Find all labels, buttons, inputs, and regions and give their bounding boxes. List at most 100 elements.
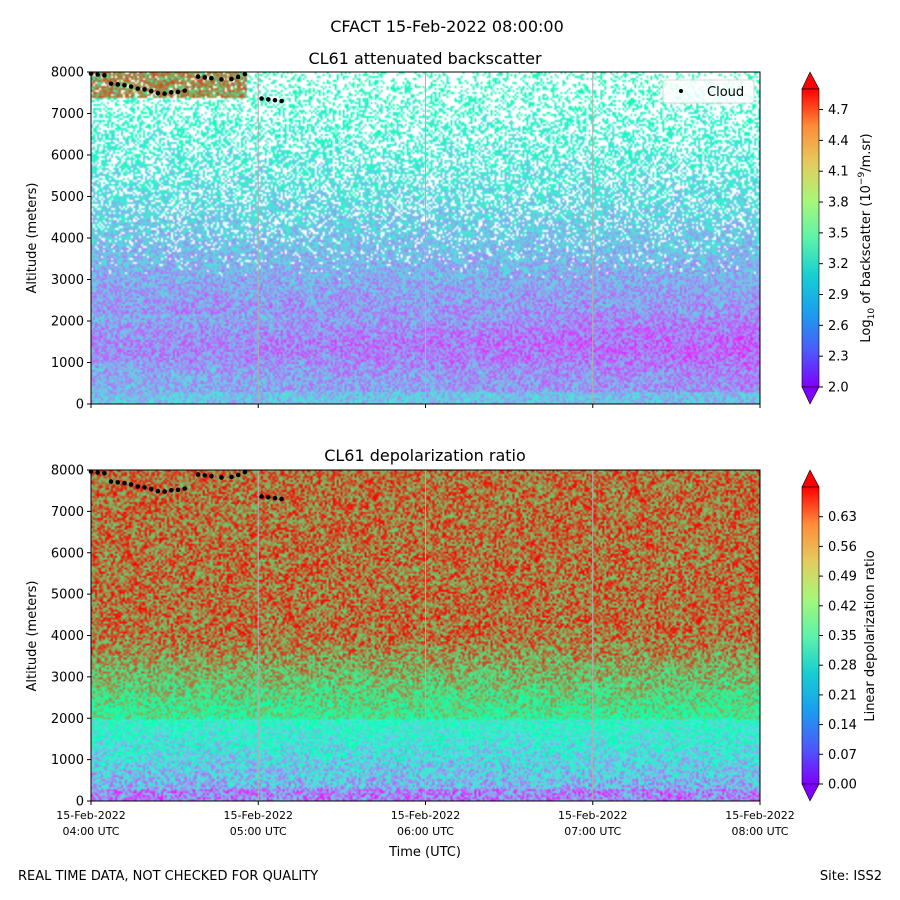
depolarization-cloud-point bbox=[279, 496, 284, 502]
backscatter-ytick-label: 1000 bbox=[51, 356, 84, 371]
depolarization-xtick-date: 15-Feb-2022 bbox=[224, 809, 293, 822]
backscatter-colorbar-tick-label: 2.9 bbox=[828, 288, 849, 303]
depolarization-panel: CL61 depolarization ratio 0 1000 2000 3000 4… bbox=[25, 446, 878, 860]
depolarization-xtick-time: 04:00 UTC bbox=[62, 825, 119, 838]
depolarization-cloud-point bbox=[219, 475, 224, 480]
backscatter-colorbar-tick-label: 4.7 bbox=[828, 103, 849, 118]
backscatter-cloud-point bbox=[108, 81, 114, 86]
depolarization-colorbar-min-arrow bbox=[801, 783, 820, 802]
backscatter-cloud-point bbox=[155, 90, 161, 96]
depolarization-xtick-time: 08:00 UTC bbox=[731, 825, 788, 838]
depolarization-colorbar-tick-label: 0.28 bbox=[828, 659, 857, 674]
backscatter-colorbar-max-arrow bbox=[801, 71, 820, 90]
depolarization-cloud-point bbox=[102, 471, 107, 476]
depolarization-cloud-point bbox=[115, 480, 121, 485]
depolarization-cloud-point bbox=[235, 472, 241, 478]
backscatter-colorbar-tick-label: 2.3 bbox=[828, 350, 849, 365]
backscatter-colorbar: 2.0 2.3 2.6 2.9 3.2 3.5 3.8 4.1 4.4 4.7 Log10 of … bbox=[801, 71, 877, 405]
backscatter-ytick-label: 8000 bbox=[51, 66, 84, 81]
backscatter-ytick-label: 4000 bbox=[51, 232, 84, 247]
depolarization-cloud-point bbox=[155, 488, 161, 494]
depolarization-ytick-label: 7000 bbox=[51, 505, 84, 520]
backscatter-colorbar-min-arrow bbox=[801, 386, 820, 405]
backscatter-colorbar-tick-label: 3.5 bbox=[828, 226, 849, 241]
depolarization-xtick-time: 07:00 UTC bbox=[564, 825, 621, 838]
backscatter-colorbar-bar bbox=[801, 88, 820, 388]
backscatter-x-ticks bbox=[90, 404, 761, 408]
depolarization-ytick-label: 1000 bbox=[51, 753, 84, 768]
quality-disclaimer: REAL TIME DATA, NOT CHECKED FOR QUALITY bbox=[18, 869, 319, 884]
depolarization-xtick-date: 15-Feb-2022 bbox=[391, 809, 460, 822]
backscatter-y-axis: 0 1000 2000 3000 4000 5000 6000 7000 8000 bbox=[51, 66, 91, 413]
backscatter-cloud-point bbox=[209, 75, 214, 81]
depolarization-ytick-label: 4000 bbox=[51, 629, 84, 644]
backscatter-legend: Cloud bbox=[662, 79, 755, 104]
depolarization-colorbar-label: Linear depolarization ratio bbox=[863, 550, 878, 721]
depolarization-ytick-label: 5000 bbox=[51, 588, 84, 603]
depolarization-cloud-point bbox=[175, 487, 181, 493]
figure-suptitle: CFACT 15-Feb-2022 08:00:00 bbox=[330, 17, 564, 36]
depolarization-xtick-time: 06:00 UTC bbox=[397, 825, 454, 838]
backscatter-cloud-point bbox=[168, 90, 174, 95]
depolarization-cloud-point bbox=[128, 482, 134, 487]
backscatter-cloud-point bbox=[259, 96, 264, 101]
backscatter-ytick-label: 0 bbox=[76, 398, 84, 413]
depolarization-cloud-point bbox=[168, 487, 174, 493]
backscatter-ytick-label: 7000 bbox=[51, 107, 84, 122]
backscatter-colorbar-tick-label: 3.2 bbox=[828, 257, 849, 272]
depolarization-cloud-point bbox=[148, 486, 154, 492]
depolarization-cloud-point bbox=[242, 469, 248, 475]
legend-cloud-marker bbox=[679, 89, 683, 93]
depolarization-colorbar-tick-label: 0.21 bbox=[828, 688, 857, 703]
depolarization-cloud-point bbox=[162, 489, 167, 494]
backscatter-cloud-point bbox=[148, 88, 154, 94]
depolarization-colorbar-tick-label: 0.42 bbox=[828, 599, 857, 614]
depolarization-colorbar-tick-label: 0.63 bbox=[828, 510, 857, 525]
depolarization-ytick-label: 8000 bbox=[51, 464, 84, 479]
depolarization-colorbar-tick-label: 0.35 bbox=[828, 629, 857, 644]
depolarization-colorbar-max-arrow bbox=[801, 469, 820, 488]
backscatter-cloud-point bbox=[102, 73, 107, 78]
depolarization-ytick-label: 3000 bbox=[51, 670, 84, 685]
backscatter-cloud-point bbox=[128, 84, 134, 89]
backscatter-ylabel: Altitude (meters) bbox=[25, 183, 40, 294]
depolarization-cloud-point bbox=[195, 472, 201, 477]
backscatter-gridlines bbox=[257, 72, 594, 404]
depolarization-xlabel: Time (UTC) bbox=[388, 845, 461, 860]
depolarization-cloud-points bbox=[88, 469, 284, 502]
backscatter-cloud-point bbox=[182, 88, 187, 93]
backscatter-cloud-point bbox=[95, 72, 100, 77]
backscatter-cloud-point bbox=[142, 87, 147, 92]
backscatter-cloud-point bbox=[265, 97, 271, 102]
backscatter-ytick-label: 5000 bbox=[51, 190, 84, 205]
legend-cloud-label: Cloud bbox=[707, 85, 744, 100]
backscatter-cloud-point bbox=[229, 76, 234, 82]
backscatter-cloud-point bbox=[162, 91, 167, 96]
depolarization-colorbar-tick-label: 0.07 bbox=[828, 748, 857, 763]
depolarization-colorbar-bar bbox=[801, 486, 820, 785]
depolarization-colorbar-ticks: 0.00 0.07 0.14 0.21 0.28 0.35 0.42 0.49 0.56 0.63 bbox=[819, 510, 857, 793]
backscatter-cloud-point bbox=[235, 74, 241, 80]
backscatter-ytick-label: 6000 bbox=[51, 149, 84, 164]
depolarization-colorbar-tick-label: 0.49 bbox=[828, 570, 857, 585]
backscatter-colorbar-tick-label: 4.4 bbox=[828, 134, 849, 149]
depolarization-cloud-point bbox=[265, 495, 271, 500]
backscatter-cloud-point bbox=[279, 98, 284, 104]
backscatter-colorbar-tick-label: 3.8 bbox=[828, 196, 849, 211]
depolarization-cloud-point bbox=[122, 480, 127, 486]
depolarization-y-axis: 0 1000 2000 3000 4000 5000 6000 7000 8000 bbox=[51, 464, 91, 810]
depolarization-cloud-point bbox=[142, 485, 147, 490]
backscatter-cloud-point bbox=[272, 97, 278, 103]
backscatter-colorbar-tick-label: 2.0 bbox=[828, 381, 849, 396]
depolarization-cloud-point bbox=[229, 474, 234, 480]
depolarization-ylabel: Altitude (meters) bbox=[25, 581, 40, 692]
depolarization-cloud-point bbox=[95, 470, 100, 475]
depolarization-xtick-date: 15-Feb-2022 bbox=[725, 809, 794, 822]
backscatter-cloud-point bbox=[115, 82, 121, 87]
backscatter-colorbar-label: Log10 of backscatter (10−9/m.sr) bbox=[857, 133, 877, 342]
backscatter-cloud-point bbox=[242, 71, 248, 77]
backscatter-cloud-point bbox=[135, 86, 141, 91]
depolarization-ytick-label: 0 bbox=[76, 795, 84, 810]
backscatter-ytick-label: 3000 bbox=[51, 273, 84, 288]
